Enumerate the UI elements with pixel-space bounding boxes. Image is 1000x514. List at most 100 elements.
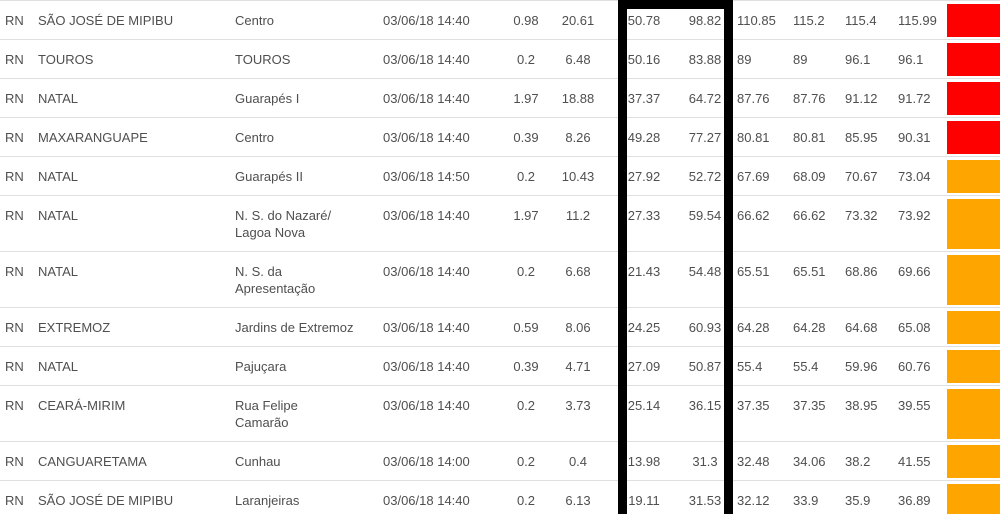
value-cell-7: 70.67 — [839, 156, 892, 195]
value-cell-4: 31.3 — [679, 441, 731, 480]
value-cell-8: 96.1 — [892, 39, 945, 78]
value-cell-7: 59.96 — [839, 346, 892, 385]
status-color-swatch — [947, 350, 1000, 383]
status-color-cell — [945, 156, 1000, 195]
value-cell-1: 0.2 — [505, 251, 547, 307]
district-cell: N. S. da Apresentação — [235, 251, 383, 307]
uf-cell: RN — [0, 307, 38, 346]
value-cell-4: 77.27 — [679, 117, 731, 156]
city-cell: TOUROS — [38, 39, 235, 78]
status-color-cell — [945, 251, 1000, 307]
value-cell-7: 91.12 — [839, 78, 892, 117]
value-cell-3: 27.92 — [609, 156, 679, 195]
value-cell-8: 69.66 — [892, 251, 945, 307]
value-cell-6: 80.81 — [787, 117, 839, 156]
city-cell: CANGUARETAMA — [38, 441, 235, 480]
datetime-cell: 03/06/18 14:40 — [383, 346, 505, 385]
district-cell: Centro — [235, 117, 383, 156]
table-row: RN CEARÁ-MIRIM Rua Felipe Camarão 03/06/… — [0, 385, 1000, 441]
value-cell-1: 0.98 — [505, 0, 547, 39]
value-cell-6: 37.35 — [787, 385, 839, 441]
value-cell-8: 39.55 — [892, 385, 945, 441]
value-cell-2: 10.43 — [547, 156, 609, 195]
city-cell: NATAL — [38, 346, 235, 385]
status-color-swatch — [947, 82, 1000, 115]
value-cell-2: 18.88 — [547, 78, 609, 117]
status-color-swatch — [947, 311, 1000, 344]
city-cell: CEARÁ-MIRIM — [38, 385, 235, 441]
value-cell-6: 89 — [787, 39, 839, 78]
value-cell-2: 6.68 — [547, 251, 609, 307]
value-cell-5: 66.62 — [731, 195, 787, 251]
value-cell-4: 59.54 — [679, 195, 731, 251]
value-cell-7: 35.9 — [839, 480, 892, 514]
city-cell: MAXARANGUAPE — [38, 117, 235, 156]
value-cell-8: 60.76 — [892, 346, 945, 385]
district-cell: N. S. do Nazaré/ Lagoa Nova — [235, 195, 383, 251]
city-cell: EXTREMOZ — [38, 307, 235, 346]
datetime-cell: 03/06/18 14:00 — [383, 441, 505, 480]
table-row: RN NATAL Pajuçara 03/06/18 14:40 0.39 4.… — [0, 346, 1000, 385]
uf-cell: RN — [0, 441, 38, 480]
value-cell-4: 31.53 — [679, 480, 731, 514]
district-cell: Guarapés I — [235, 78, 383, 117]
value-cell-8: 73.92 — [892, 195, 945, 251]
value-cell-5: 32.12 — [731, 480, 787, 514]
value-cell-3: 50.16 — [609, 39, 679, 78]
value-cell-4: 98.82 — [679, 0, 731, 39]
value-cell-4: 60.93 — [679, 307, 731, 346]
value-cell-2: 8.06 — [547, 307, 609, 346]
value-cell-3: 25.14 — [609, 385, 679, 441]
value-cell-7: 96.1 — [839, 39, 892, 78]
status-color-swatch — [947, 4, 1000, 37]
value-cell-3: 24.25 — [609, 307, 679, 346]
value-cell-8: 115.99 — [892, 0, 945, 39]
value-cell-8: 73.04 — [892, 156, 945, 195]
city-cell: NATAL — [38, 195, 235, 251]
uf-cell: RN — [0, 346, 38, 385]
status-color-cell — [945, 307, 1000, 346]
value-cell-4: 83.88 — [679, 39, 731, 78]
value-cell-7: 73.32 — [839, 195, 892, 251]
table-row: RN NATAL Guarapés II 03/06/18 14:50 0.2 … — [0, 156, 1000, 195]
value-cell-7: 115.4 — [839, 0, 892, 39]
status-color-swatch — [947, 389, 1000, 439]
district-cell: Rua Felipe Camarão — [235, 385, 383, 441]
district-cell: Guarapés II — [235, 156, 383, 195]
value-cell-6: 68.09 — [787, 156, 839, 195]
value-cell-8: 41.55 — [892, 441, 945, 480]
value-cell-8: 65.08 — [892, 307, 945, 346]
table-row: RN MAXARANGUAPE Centro 03/06/18 14:40 0.… — [0, 117, 1000, 156]
table-row: RN TOUROS TOUROS 03/06/18 14:40 0.2 6.48… — [0, 39, 1000, 78]
uf-cell: RN — [0, 156, 38, 195]
value-cell-1: 0.39 — [505, 117, 547, 156]
value-cell-3: 21.43 — [609, 251, 679, 307]
datetime-cell: 03/06/18 14:40 — [383, 251, 505, 307]
value-cell-6: 87.76 — [787, 78, 839, 117]
value-cell-4: 50.87 — [679, 346, 731, 385]
value-cell-3: 19.11 — [609, 480, 679, 514]
status-color-swatch — [947, 199, 1000, 249]
uf-cell: RN — [0, 39, 38, 78]
table-row: RN EXTREMOZ Jardins de Extremoz 03/06/18… — [0, 307, 1000, 346]
value-cell-5: 110.85 — [731, 0, 787, 39]
value-cell-4: 54.48 — [679, 251, 731, 307]
uf-cell: RN — [0, 117, 38, 156]
datetime-cell: 03/06/18 14:40 — [383, 307, 505, 346]
value-cell-3: 49.28 — [609, 117, 679, 156]
value-cell-1: 0.39 — [505, 346, 547, 385]
value-cell-5: 87.76 — [731, 78, 787, 117]
table-row: RN SÃO JOSÉ DE MIPIBU Laranjeiras 03/06/… — [0, 480, 1000, 514]
status-color-cell — [945, 78, 1000, 117]
status-color-cell — [945, 346, 1000, 385]
value-cell-2: 0.4 — [547, 441, 609, 480]
district-cell: TOUROS — [235, 39, 383, 78]
value-cell-7: 38.95 — [839, 385, 892, 441]
status-color-cell — [945, 441, 1000, 480]
value-cell-1: 1.97 — [505, 78, 547, 117]
value-cell-1: 0.2 — [505, 480, 547, 514]
uf-cell: RN — [0, 251, 38, 307]
value-cell-5: 32.48 — [731, 441, 787, 480]
